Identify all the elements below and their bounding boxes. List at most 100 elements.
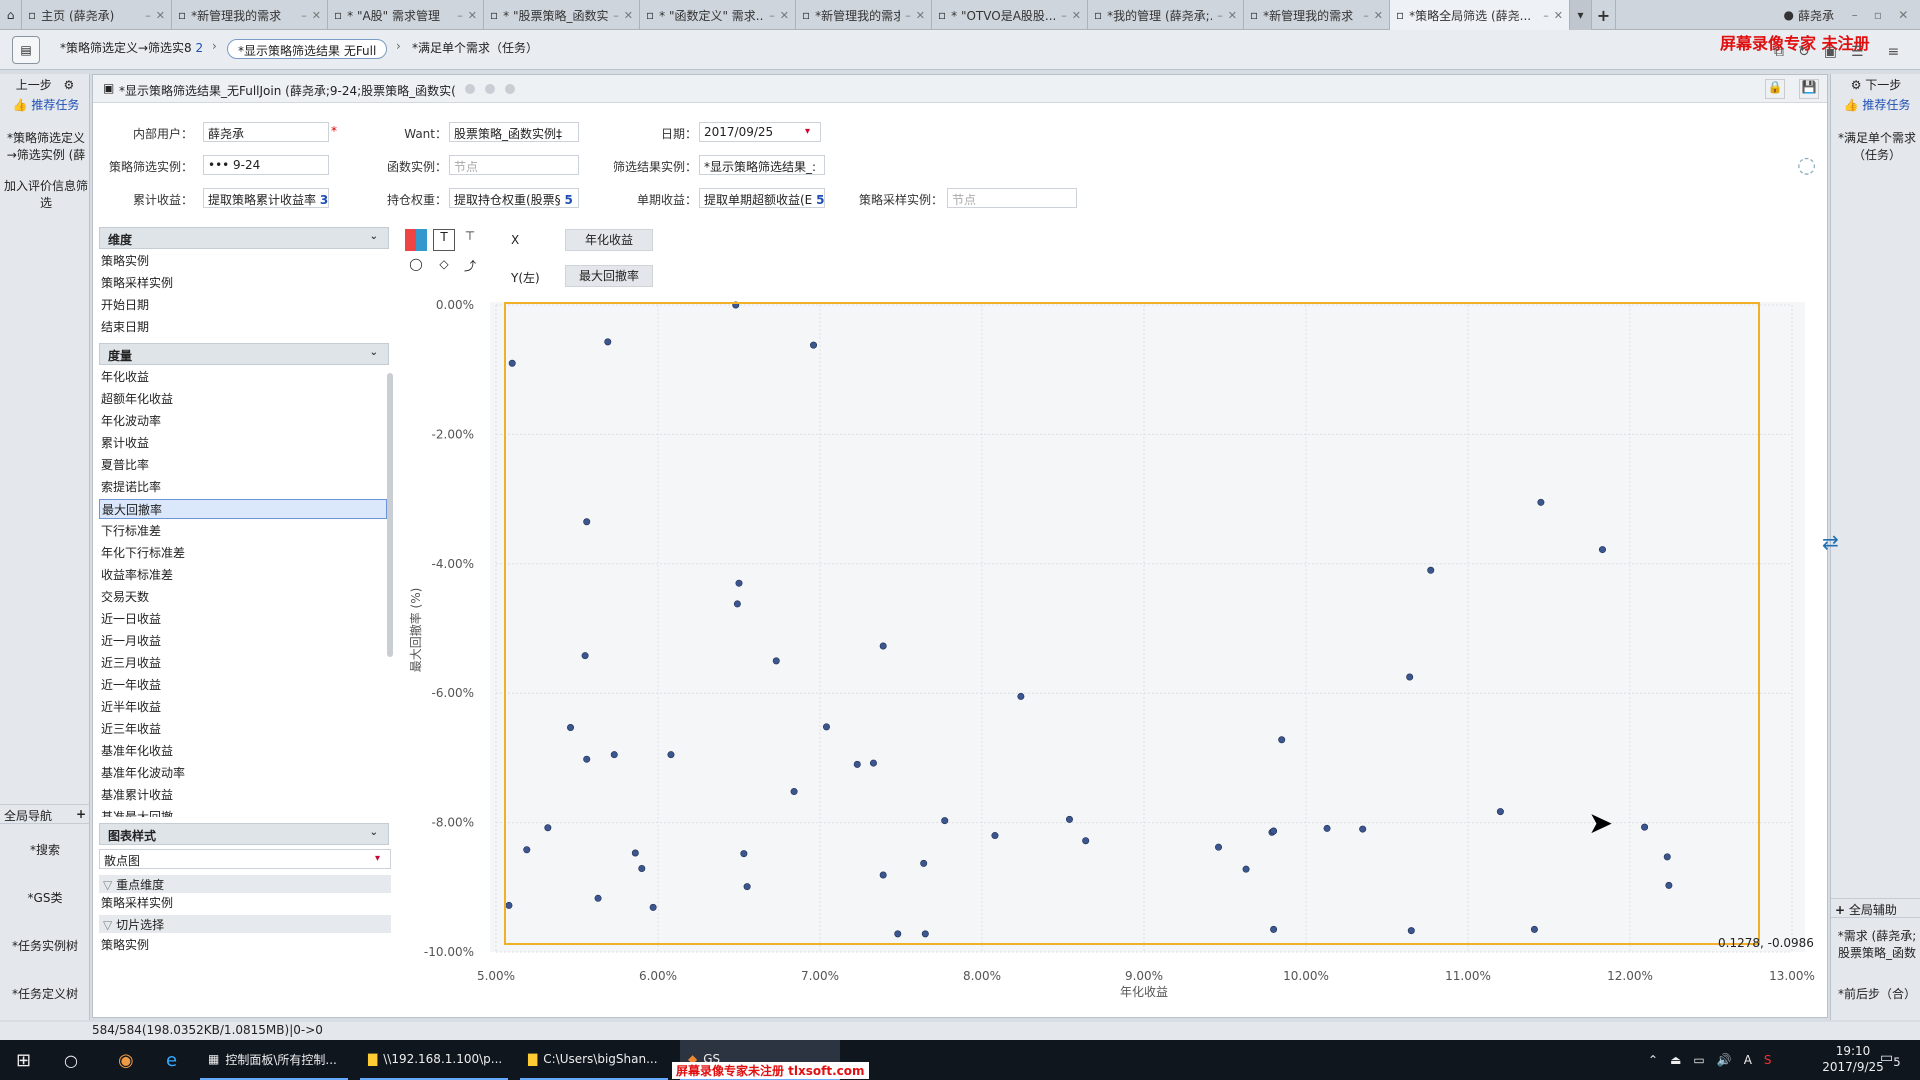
measure-item[interactable]: 近三年收益 bbox=[101, 722, 162, 736]
slice-value[interactable]: 策略实例 bbox=[101, 938, 150, 952]
restore-icon[interactable]: ▫ bbox=[1873, 8, 1883, 22]
close-tab-icon[interactable]: – bbox=[905, 8, 911, 22]
internal-user-field[interactable]: 薛尧承 bbox=[203, 122, 329, 142]
search-icon[interactable]: ○ bbox=[64, 1050, 78, 1070]
measure-item[interactable]: 年化波动率 bbox=[101, 414, 162, 428]
left-nav-item-strategy[interactable]: *策略筛选定义→筛选实例 (薛 bbox=[6, 131, 86, 162]
recommend-tasks-button[interactable]: 👍 推荐任务 bbox=[4, 96, 88, 114]
network-icon[interactable]: ▭ bbox=[1693, 1053, 1705, 1067]
dimension-item[interactable]: 结束日期 bbox=[101, 320, 150, 334]
tab-item[interactable]: ▫ * "函数定义" 需求... – ✕ bbox=[640, 0, 796, 30]
close-tab-icon[interactable]: – bbox=[1061, 8, 1067, 22]
slice-header[interactable]: ▽ 切片选择 bbox=[99, 915, 391, 933]
nav-search[interactable]: *搜索 bbox=[29, 843, 60, 857]
close-tab-icon[interactable]: – bbox=[457, 8, 463, 22]
lock-icon[interactable]: 🔒 bbox=[1765, 79, 1785, 99]
period-field[interactable]: 提取单期超额收益(E 5 bbox=[699, 188, 825, 208]
user-menu[interactable]: ● 薛尧承 bbox=[1778, 0, 1841, 30]
right-nav-item-requirement[interactable]: *需求 (薛尧承; 股票策略_函数 bbox=[1837, 929, 1917, 960]
refresh-icon[interactable]: ↻ bbox=[1798, 44, 1810, 60]
database-icon[interactable]: ☰ bbox=[1850, 44, 1864, 60]
copy-icon[interactable]: ⧉ bbox=[1774, 44, 1784, 60]
right-nav-item-prev-next[interactable]: *前后步（合） bbox=[1837, 987, 1916, 1001]
close-tab-icon[interactable]: – bbox=[613, 8, 619, 22]
measure-item[interactable]: 近一年收益 bbox=[101, 678, 162, 692]
axis-y-field[interactable]: 最大回撤率 bbox=[565, 265, 653, 287]
windows-start-icon[interactable]: ⊞ bbox=[16, 1049, 32, 1071]
volume-icon[interactable]: 🔊 bbox=[1716, 1053, 1732, 1067]
menu-icon[interactable]: ≡ bbox=[1887, 44, 1900, 60]
measure-item[interactable]: 基准最大回撤 bbox=[101, 810, 174, 817]
date-picker[interactable]: 2017/09/25 ▾ bbox=[699, 122, 821, 142]
clipboard-icon[interactable]: ▣ bbox=[1823, 44, 1837, 60]
close-icon[interactable]: ✕ bbox=[623, 8, 633, 22]
nav-gs[interactable]: *GS类 bbox=[27, 891, 63, 905]
focus-dimension-header[interactable]: ▽ 重点维度 bbox=[99, 875, 391, 893]
tab-item[interactable]: ▫ *新管理我的需求 – ✕ bbox=[172, 0, 328, 30]
global-help-header[interactable]: + 全局辅助 bbox=[1831, 898, 1920, 918]
tab-item[interactable]: ▫ * "股票策略_函数实... – ✕ bbox=[484, 0, 640, 30]
close-icon[interactable]: ✕ bbox=[1071, 8, 1081, 22]
minimize-icon[interactable]: – bbox=[1851, 8, 1858, 22]
chart-style-header[interactable]: 图表样式 ⌄ bbox=[99, 823, 389, 845]
measure-item[interactable]: 夏普比率 bbox=[101, 458, 150, 472]
dimension-item[interactable]: 开始日期 bbox=[101, 298, 150, 312]
ime-indicator[interactable]: A bbox=[1743, 1053, 1752, 1067]
prev-step-button[interactable]: 上一步 ⚙ bbox=[0, 76, 90, 94]
home-icon[interactable]: ⌂ bbox=[0, 0, 22, 30]
dimension-item[interactable]: 策略采样实例 bbox=[101, 276, 174, 290]
measure-item[interactable]: 收益率标准差 bbox=[101, 568, 174, 582]
curve-icon[interactable]: ⤴ bbox=[463, 259, 476, 273]
close-icon[interactable]: ✕ bbox=[311, 8, 321, 22]
weight-field[interactable]: 提取持仓权重(股票§ 5 bbox=[449, 188, 579, 208]
scrollbar[interactable] bbox=[387, 373, 393, 657]
breadcrumb-step2[interactable]: *显示策略筛选结果 无Full bbox=[227, 39, 388, 59]
close-icon[interactable]: ✕ bbox=[915, 8, 925, 22]
taskbar-app-network-folder[interactable]: ▇ \\192.168.1.100\p... bbox=[360, 1040, 508, 1080]
measure-item[interactable]: 近半年收益 bbox=[101, 700, 162, 714]
app-logo-icon[interactable]: ▤ bbox=[12, 36, 40, 64]
global-nav-header[interactable]: 全局导航 + bbox=[0, 804, 90, 824]
tab-item[interactable]: ▫ *新管理我的需求 – ✕ bbox=[1244, 0, 1390, 30]
measure-item[interactable]: 最大回撤率 bbox=[99, 499, 387, 519]
recommend-tasks-button[interactable]: 👍 推荐任务 bbox=[1835, 96, 1919, 114]
chevron-up-icon[interactable]: ⌃ bbox=[1648, 1053, 1659, 1067]
measure-item[interactable]: 年化收益 bbox=[101, 370, 150, 384]
sogou-icon[interactable]: S bbox=[1763, 1053, 1772, 1067]
close-tab-icon[interactable]: – bbox=[1543, 8, 1549, 22]
measure-item[interactable]: 累计收益 bbox=[101, 436, 150, 450]
tab-item[interactable]: ▫ *我的管理 (薛尧承;... – ✕ bbox=[1088, 0, 1244, 30]
close-icon[interactable]: ✕ bbox=[1553, 8, 1563, 22]
close-icon[interactable]: ✕ bbox=[1898, 8, 1909, 22]
strategy-instance-field[interactable]: ••• 9-24 bbox=[203, 155, 329, 175]
gear-icon[interactable]: ⚙ bbox=[1850, 78, 1862, 92]
measure-header[interactable]: 度量 ⌄ bbox=[99, 343, 389, 365]
gear-icon[interactable]: ⚙ bbox=[63, 78, 75, 92]
tab-item[interactable]: ▫ * "OTVO是A股股... – ✕ bbox=[932, 0, 1088, 30]
splitter-handle-icon[interactable]: ⇄ bbox=[1822, 530, 1839, 554]
close-icon[interactable]: ✕ bbox=[1227, 8, 1237, 22]
shape-icon[interactable]: ◯ bbox=[409, 257, 423, 271]
close-tab-icon[interactable]: – bbox=[1217, 8, 1223, 22]
measure-item[interactable]: 交易天数 bbox=[101, 590, 150, 604]
tab-item[interactable]: ▫ *新管理我的需求 – ✕ bbox=[796, 0, 932, 30]
plus-icon[interactable]: + bbox=[75, 807, 86, 821]
axis-x-field[interactable]: 年化收益 bbox=[565, 229, 653, 251]
tab-item[interactable]: ▫ 主页 (薛尧承) – ✕ bbox=[22, 0, 172, 30]
dimension-header[interactable]: 维度 ⌄ bbox=[99, 227, 389, 249]
breadcrumb-step1[interactable]: *策略筛选定义→筛选实8 2 bbox=[60, 41, 204, 55]
tab-item[interactable]: ▫ *策略全局筛选 (薛尧... – ✕ bbox=[1390, 0, 1570, 30]
measure-item[interactable]: 下行标准差 bbox=[101, 524, 162, 538]
close-tab-icon[interactable]: – bbox=[769, 8, 775, 22]
next-step-button[interactable]: ⚙ 下一步 bbox=[1831, 76, 1920, 94]
save-icon[interactable]: 💾 bbox=[1799, 79, 1819, 99]
nav-task-definition-tree[interactable]: *任务定义树 bbox=[11, 987, 78, 1001]
focus-dimension-value[interactable]: 策略采样实例 bbox=[101, 896, 174, 910]
measure-item[interactable]: 索提诺比率 bbox=[101, 480, 162, 494]
measure-item[interactable]: 近一月收益 bbox=[101, 634, 162, 648]
dimension-item[interactable]: 策略实例 bbox=[101, 254, 150, 268]
close-tab-icon[interactable]: – bbox=[1363, 8, 1369, 22]
filter-result-field[interactable]: *显示策略筛选结果_: bbox=[699, 155, 825, 175]
measure-item[interactable]: 基准年化收益 bbox=[101, 744, 174, 758]
close-icon[interactable]: ✕ bbox=[1373, 8, 1383, 22]
